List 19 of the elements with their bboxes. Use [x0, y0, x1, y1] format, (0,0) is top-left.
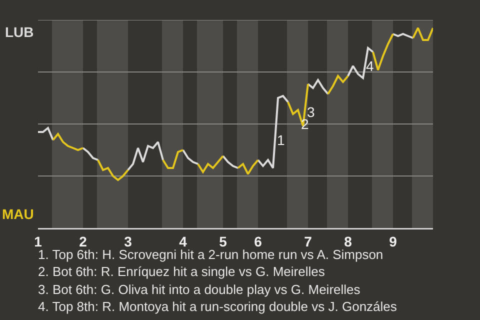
x-tick-label: 9 [389, 233, 398, 250]
text: 4. Top 8th: R. Montoya hit a run-scoring double vs J. Gonzáles [38, 299, 398, 314]
x-tick-label: 1 [34, 233, 42, 250]
x-tick-label: 4 [179, 233, 188, 250]
x-tick-label: 3 [124, 233, 132, 250]
x-tick-label: 8 [344, 233, 352, 250]
text: 1. Top 6th: H. Scrovegni hit a 2-run home run vs A. Simpson [38, 247, 384, 262]
annotation: 4 [366, 58, 374, 74]
annotation: 2 [301, 116, 309, 132]
x-tick-label: 6 [254, 233, 262, 250]
text: LUB [5, 24, 34, 40]
text: 3. Bot 6th: G. Oliva hit into a double play vs G. Meirelles [38, 282, 361, 297]
text: MAU [2, 206, 34, 222]
annotation: 1 [277, 132, 285, 148]
x-tick-label: 7 [304, 233, 312, 250]
x-tick-label: 2 [79, 233, 88, 250]
x-tick-label: 5 [219, 233, 228, 250]
annotation: 3 [307, 104, 315, 120]
text: 2. Bot 6th: R. Enríquez hit a single vs G. Meirelles [38, 264, 326, 279]
